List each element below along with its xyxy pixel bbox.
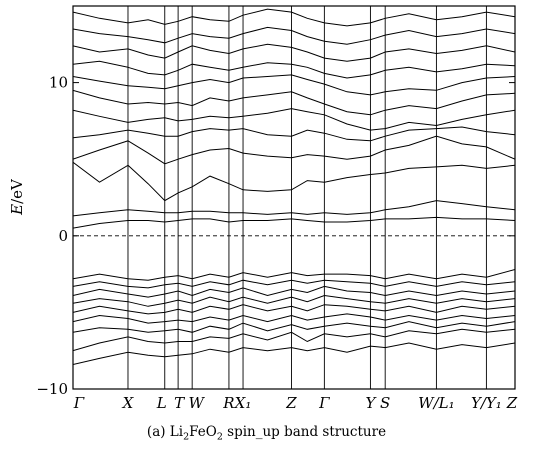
band-12 (73, 161, 515, 202)
x-tick-label: X₁ (234, 394, 252, 412)
y-tick-label: 10 (49, 74, 68, 92)
x-tick-label: Γ (318, 394, 330, 412)
high-symmetry-lines (127, 6, 487, 389)
band-3 (73, 321, 515, 333)
band-4 (73, 313, 515, 324)
x-tick-label: T (174, 394, 185, 412)
x-tick-label: Γ (73, 394, 85, 412)
band-10 (73, 216, 515, 229)
x-tick-label: S (380, 394, 390, 412)
x-tick-label: Y (365, 394, 377, 412)
x-axis-labels: Γ X L T W R X₁ Z Γ Y S W/L₁ Y/Y₁ Z (73, 394, 518, 412)
x-tick-label: Z (285, 394, 297, 412)
x-tick-label: R (222, 394, 234, 412)
band-11 (73, 200, 515, 217)
band-13 (73, 135, 515, 165)
band-16 (73, 89, 515, 116)
band-1 (73, 342, 515, 365)
x-tick-label: W/L₁ (418, 394, 454, 412)
band-9 (73, 269, 515, 281)
band-8 (73, 279, 515, 289)
y-axis-ticks: −10 0 10 (36, 74, 515, 398)
y-tick-label: −10 (36, 380, 68, 398)
x-tick-label: Y/Y₁ (471, 394, 502, 412)
x-tick-label: W (188, 394, 205, 412)
y-tick-label: 0 (58, 227, 68, 245)
band-20 (73, 26, 515, 45)
band-21 (73, 8, 515, 27)
plot-frame (72, 5, 516, 390)
band-5 (73, 304, 515, 315)
band-17 (73, 74, 515, 96)
band-19 (73, 43, 515, 62)
band-2 (73, 328, 515, 352)
x-tick-label: Z (506, 394, 518, 412)
x-tick-label: L (156, 394, 167, 412)
y-axis-label: E/eV (8, 178, 26, 216)
band-lines (73, 8, 515, 365)
x-tick-label: X (122, 394, 135, 412)
band-15 (73, 108, 515, 131)
band-6 (73, 294, 515, 307)
band-14 (73, 126, 515, 142)
band-18 (73, 60, 515, 79)
band-7 (73, 285, 515, 298)
figure-caption: (a) Li2FeO2 spin_up band structure (146, 424, 387, 443)
